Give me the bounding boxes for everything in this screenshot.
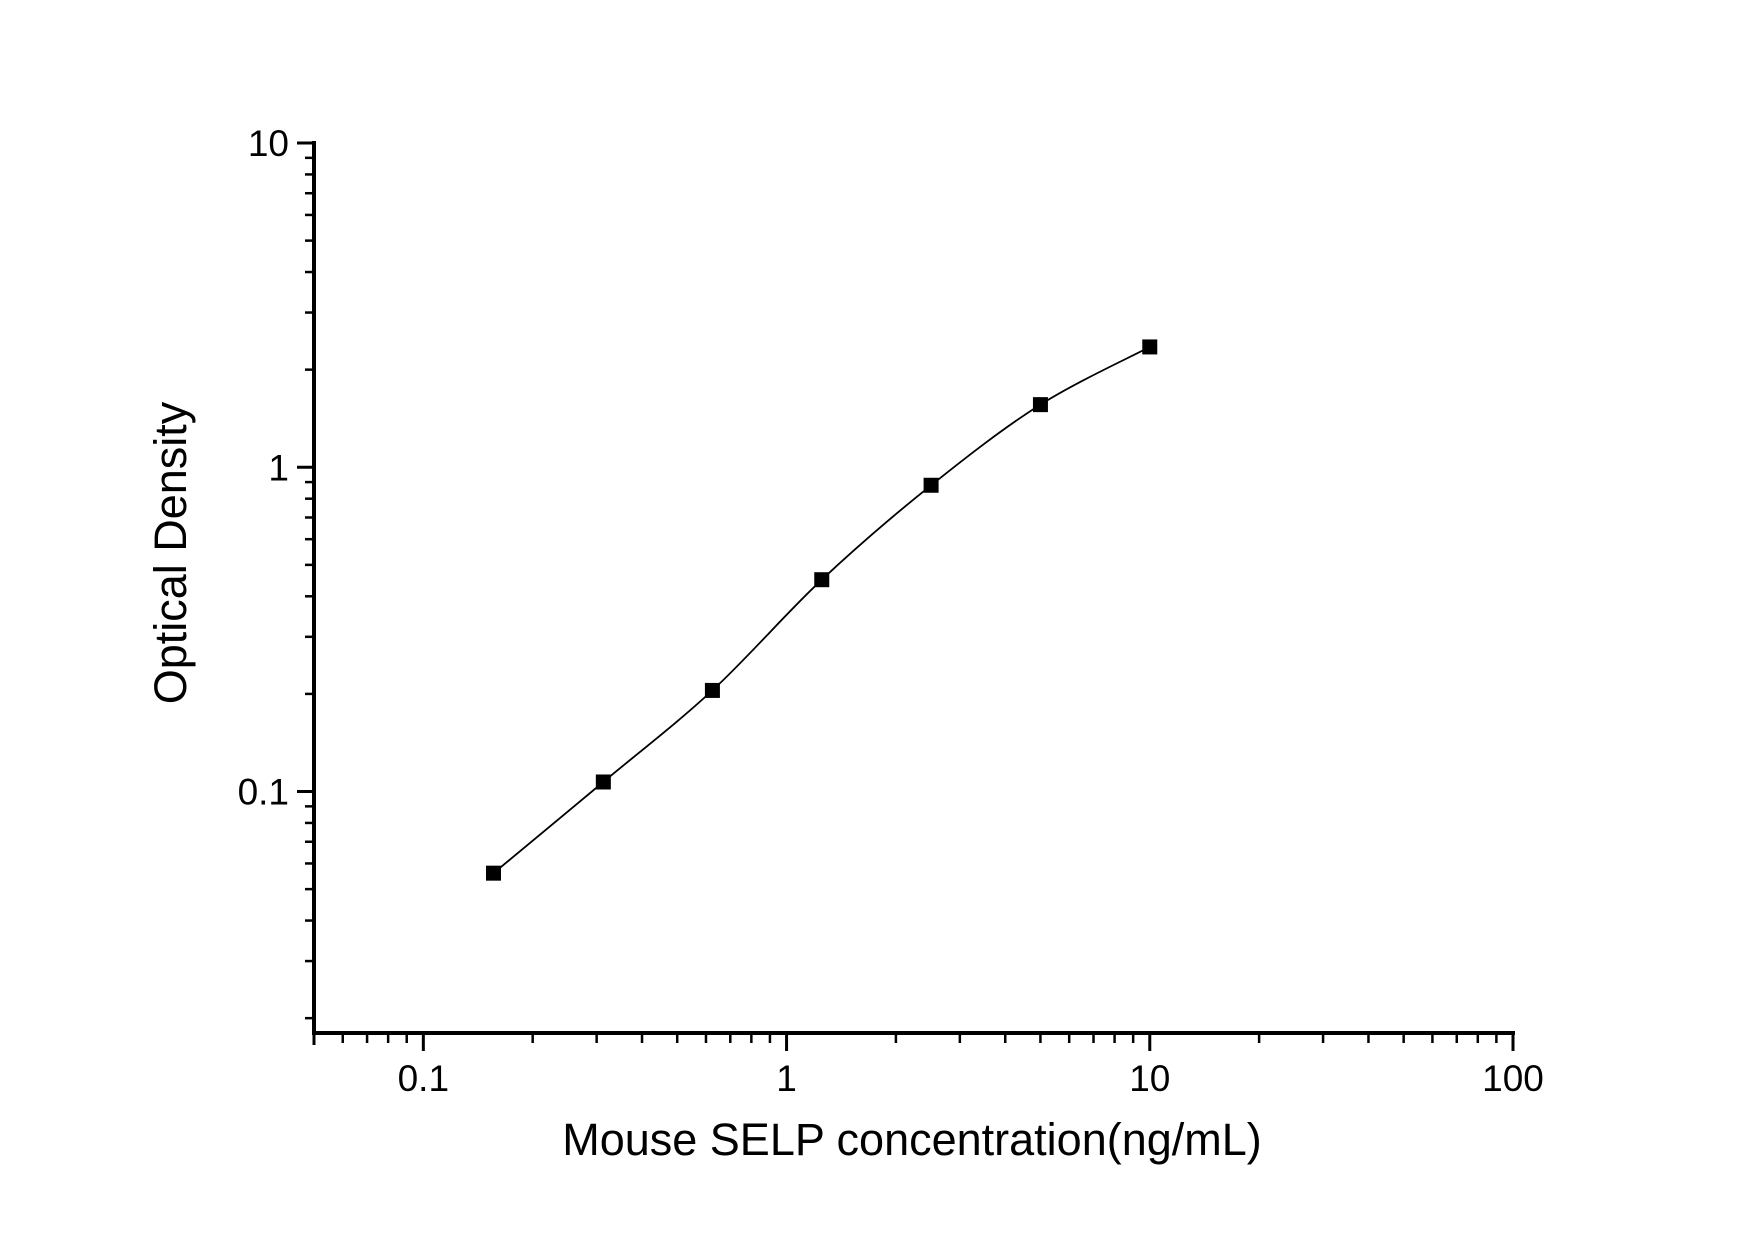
data-point-marker <box>595 774 611 790</box>
y-axis-title: Optical Density <box>145 401 196 704</box>
x-tick-label: 1 <box>776 1058 797 1099</box>
data-point-marker <box>704 682 720 698</box>
y-tick-label: 0.1 <box>238 772 289 813</box>
x-tick-label: 0.1 <box>398 1058 449 1099</box>
axis-spine <box>312 141 1515 1035</box>
data-point-marker <box>1032 397 1048 413</box>
data-point-marker <box>485 865 501 881</box>
y-tick-label: 10 <box>248 123 289 164</box>
x-axis-title: Mouse SELP concentration(ng/mL) <box>562 1114 1262 1165</box>
x-tick-label: 100 <box>1482 1058 1544 1099</box>
data-point-marker <box>923 477 939 493</box>
data-point-marker <box>1142 339 1158 355</box>
y-tick-label: 1 <box>268 447 289 488</box>
curve-line <box>492 346 1151 874</box>
data-point-marker <box>814 572 830 588</box>
x-tick-label: 10 <box>1129 1058 1170 1099</box>
